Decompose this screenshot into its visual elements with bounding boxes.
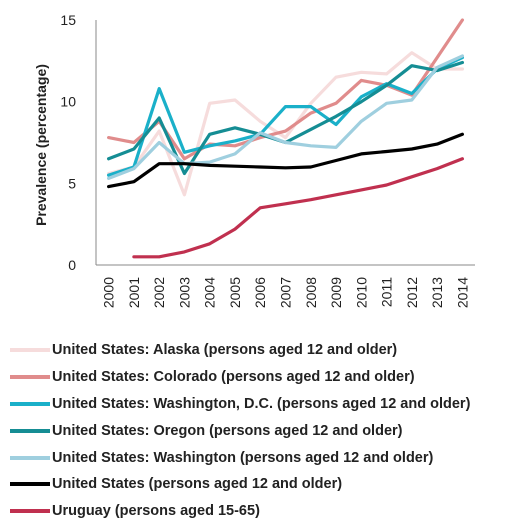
x-tick-label: 2011 [379,277,395,307]
line-chart: Prevalence (percentage) 2000 2001 2002 2003… [33,12,475,308]
y-tick-label: 5 [68,175,76,191]
legend-label: United States: Alaska (persons aged 12 a… [52,342,398,359]
series-line-0 [107,51,464,197]
legend-swatch [10,455,50,460]
y-tick-labels: 0 5 10 15 [60,12,76,273]
legend-swatch [10,509,50,514]
legend-item-6: Uruguay (persons aged 15-65) [10,498,515,525]
legend-swatch [10,428,50,433]
x-tick-label: 2002 [151,277,167,308]
legend-label: United States: Washington, D.C. (persons… [52,395,471,412]
series-line-2 [107,56,464,177]
legend-item-2: United States: Washington, D.C. (persons… [10,391,515,418]
series-line-4 [107,54,464,180]
legend-item-4: United States: Washington (persons aged … [10,444,515,471]
y-axis-label: Prevalence (percentage) [33,64,49,226]
legend-item-1: United States: Colorado (persons aged 12… [10,364,515,391]
legend: United States: Alaska (persons aged 12 a… [10,337,515,525]
x-tick-label: 2003 [176,277,192,308]
legend-label: United States: Washington (persons aged … [52,449,434,466]
series-line-6 [132,157,464,259]
legend-swatch [10,375,50,380]
y-tick-label: 0 [68,257,76,273]
legend-swatch [10,348,50,353]
x-tick-label: 2007 [278,277,294,308]
x-tick-label: 2005 [227,277,243,308]
legend-item-5: United States (persons aged 12 and older… [10,471,515,498]
x-tick-labels: 2000 2001 2002 2003 2004 2005 2006 2007 2008 2009… [101,277,471,308]
axes [95,20,475,266]
legend-swatch [10,401,50,406]
x-tick-label: 2009 [328,277,344,308]
legend-label: United States: Colorado (persons aged 12… [52,369,415,386]
x-tick-label: 2013 [429,277,445,308]
x-tick-label: 2001 [126,277,142,308]
x-tick-label: 2008 [303,277,319,308]
legend-swatch [10,482,50,487]
x-tick-label: 2000 [101,277,117,308]
y-tick-label: 10 [60,94,76,110]
series-line-3 [107,60,464,176]
legend-item-3: United States: Oregon (persons aged 12 a… [10,417,515,444]
series-line-5 [107,132,464,189]
legend-item-0: United States: Alaska (persons aged 12 a… [10,337,515,364]
legend-label: United States: Oregon (persons aged 12 a… [52,422,403,439]
x-tick-label: 2010 [353,277,369,308]
y-tick-label: 15 [60,12,76,28]
series-layer [107,18,464,259]
x-tick-label: 2004 [202,277,218,308]
legend-label: United States (persons aged 12 and older… [52,476,343,493]
x-tick-label: 2014 [454,277,470,308]
legend-label: Uruguay (persons aged 15-65) [52,503,260,520]
x-tick-label: 2006 [252,277,268,308]
x-tick-label: 2012 [404,277,420,308]
